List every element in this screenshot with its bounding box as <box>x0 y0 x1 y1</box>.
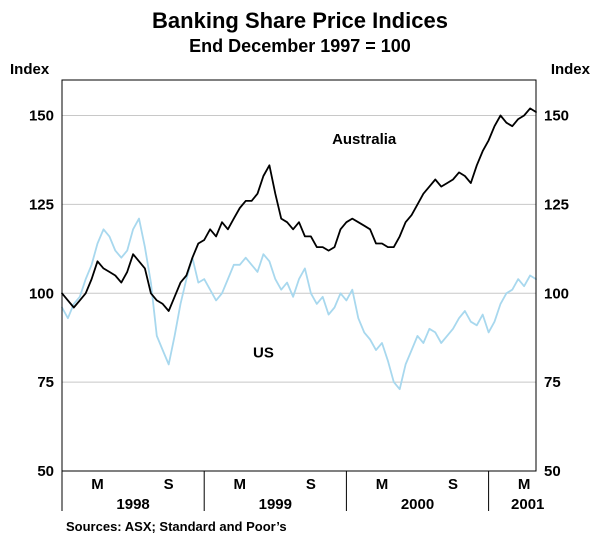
y-tick-label-right: 125 <box>544 196 569 213</box>
y-tick-label-right: 100 <box>544 285 569 302</box>
x-tick-label-year: 2001 <box>511 496 544 513</box>
gridlines <box>62 115 536 383</box>
series-labels: Australia US <box>253 131 397 361</box>
series-line-australia <box>61 107 537 312</box>
series-line-us <box>61 217 537 391</box>
axis-ticks: 50 50 75 75 100 100 125 125 150 150 M S M S M S M 1998 199… <box>29 108 569 513</box>
chart-title: Banking Share Price Indices <box>152 8 448 33</box>
y-tick-label-left: 100 <box>29 285 54 302</box>
y-tick-label-left: 75 <box>37 374 54 391</box>
x-tick-label-month: S <box>448 476 458 493</box>
chart-subtitle: End December 1997 = 100 <box>189 36 411 56</box>
y-axis-label-left: Index <box>10 61 50 78</box>
x-tick-label-month: S <box>306 476 316 493</box>
y-tick-label-left: 150 <box>29 108 54 125</box>
x-tick-label-month: M <box>91 476 104 493</box>
x-tick-label-year: 1998 <box>116 496 149 513</box>
source-note: Sources: ASX; Standard and Poor’s <box>66 519 287 534</box>
y-tick-label-right: 75 <box>544 374 561 391</box>
series-lines <box>61 107 537 391</box>
plot-frame <box>61 79 537 472</box>
x-tick-label-month: S <box>164 476 174 493</box>
x-tick-label-year: 2000 <box>401 496 434 513</box>
x-tick-label-month: M <box>518 476 531 493</box>
x-tick-label-year: 1999 <box>259 496 292 513</box>
y-tick-label-left: 50 <box>37 463 54 480</box>
y-tick-label-right: 50 <box>544 463 561 480</box>
series-label-us: US <box>253 344 274 361</box>
x-tick-label-month: M <box>376 476 389 493</box>
x-tick-label-month: M <box>234 476 247 493</box>
y-tick-label-right: 150 <box>544 108 569 125</box>
series-label-australia: Australia <box>332 131 397 148</box>
y-tick-label-left: 125 <box>29 196 54 213</box>
y-axis-label-right: Index <box>551 61 591 78</box>
